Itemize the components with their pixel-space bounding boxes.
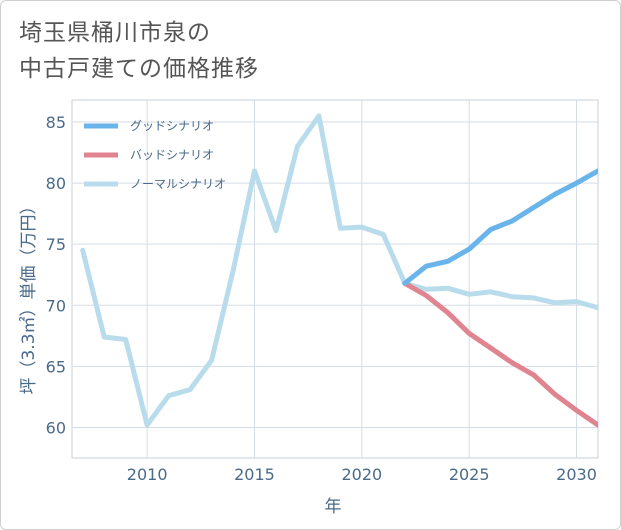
x-tick-label: 2030 xyxy=(556,465,597,484)
x-axis-ticks: 2010 2015 2020 2025 2030 xyxy=(127,465,597,484)
y-tick-label: 85 xyxy=(46,113,66,132)
x-tick-label: 2010 xyxy=(127,465,168,484)
y-tick-label: 65 xyxy=(46,357,66,376)
y-tick-label: 60 xyxy=(46,418,66,437)
chart-title-line-2: 中古戸建ての価格推移 xyxy=(19,56,259,82)
chart-title: 埼玉県桶川市泉の 中古戸建ての価格推移 xyxy=(19,15,259,87)
series-line-2 xyxy=(80,113,598,428)
plot-area-border xyxy=(71,99,599,459)
series-layer xyxy=(80,113,598,428)
x-tick-label: 2015 xyxy=(234,465,275,484)
y-tick-label: 75 xyxy=(46,235,66,254)
x-tick-label: 2020 xyxy=(341,465,382,484)
legend-label-0: グッドシナリオ xyxy=(130,119,214,133)
y-axis-title: 坪（3.3㎡）単価（万円） xyxy=(19,197,39,394)
y-tick-label: 70 xyxy=(46,296,66,315)
y-tick-label: 80 xyxy=(46,174,66,193)
chart-title-line-1: 埼玉県桶川市泉の xyxy=(19,20,211,46)
legend-label-2: ノーマルシナリオ xyxy=(130,177,226,191)
series-line-0 xyxy=(402,168,598,286)
series-line-1 xyxy=(402,280,598,428)
y-axis-ticks: 60 65 70 75 80 85 xyxy=(46,113,66,437)
x-axis-title: 年 xyxy=(325,497,342,517)
legend-label-1: バッドシナリオ xyxy=(130,148,214,162)
grid-lines xyxy=(72,100,598,458)
x-tick-label: 2025 xyxy=(449,465,490,484)
